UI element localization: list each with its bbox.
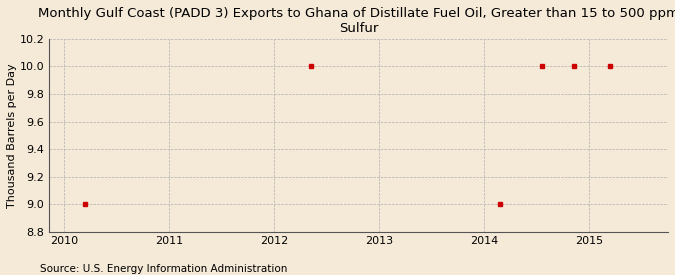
Y-axis label: Thousand Barrels per Day: Thousand Barrels per Day	[7, 63, 17, 208]
Text: Source: U.S. Energy Information Administration: Source: U.S. Energy Information Administ…	[40, 264, 288, 274]
Title: Monthly Gulf Coast (PADD 3) Exports to Ghana of Distillate Fuel Oil, Greater tha: Monthly Gulf Coast (PADD 3) Exports to G…	[38, 7, 675, 35]
